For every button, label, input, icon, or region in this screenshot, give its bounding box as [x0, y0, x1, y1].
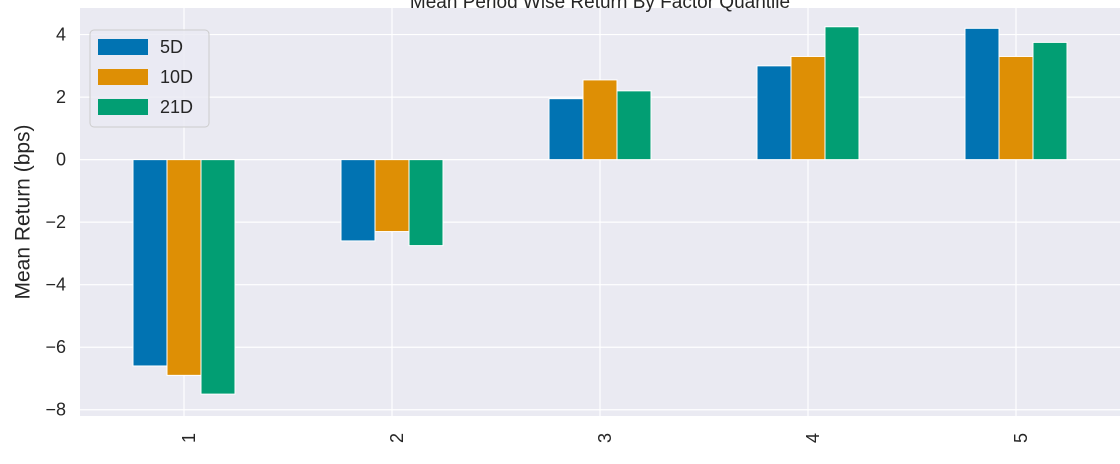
bar-5d-q5 [964, 27, 1000, 161]
y-tick-label: 4 [56, 25, 66, 45]
legend-swatch-21d [98, 99, 148, 115]
x-axis-ticks: 1 2 3 4 5 [179, 433, 1031, 443]
legend-swatch-10d [98, 69, 148, 85]
y-tick-label: −8 [45, 400, 66, 420]
y-tick-label: −6 [45, 337, 66, 357]
bar-21d-q4 [824, 26, 860, 161]
legend: 5D 10D 21D [89, 29, 210, 128]
y-tick-label: 0 [56, 150, 66, 170]
legend-items: 5D 10D 21D [98, 37, 193, 117]
legend-label-5d: 5D [160, 37, 183, 57]
chart-title: Mean Period Wise Return By Factor Quanti… [410, 0, 790, 13]
y-tick-label: −2 [45, 212, 66, 232]
bar-21d-q5 [1032, 41, 1068, 161]
x-tick-label: 3 [595, 433, 615, 443]
legend-label-10d: 10D [160, 67, 193, 87]
bar-5d-q3 [548, 98, 584, 161]
y-axis-ticks: −8 −6 −4 −2 0 2 4 [45, 25, 66, 420]
y-axis-label: Mean Return (bps) [12, 124, 35, 299]
x-tick-label: 4 [803, 433, 823, 443]
bar-5d-q1 [132, 159, 168, 367]
legend-swatch-5d [98, 39, 148, 55]
y-tick-label: −4 [45, 275, 66, 295]
bar-group [132, 26, 1068, 395]
bar-21d-q2 [408, 159, 444, 247]
bar-21d-q1 [200, 159, 236, 395]
x-tick-label: 1 [179, 433, 199, 443]
x-tick-label: 5 [1011, 433, 1031, 443]
bar-5d-q2 [340, 159, 376, 242]
y-tick-label: 2 [56, 87, 66, 107]
legend-label-21d: 21D [160, 97, 193, 117]
bar-10d-q5 [998, 55, 1034, 161]
bar-10d-q3 [582, 79, 618, 161]
bar-21d-q3 [616, 90, 652, 161]
bar-10d-q2 [374, 159, 410, 233]
bar-10d-q4 [790, 55, 826, 161]
bar-10d-q1 [166, 159, 202, 376]
x-tick-label: 2 [387, 433, 407, 443]
bar-5d-q4 [756, 65, 792, 161]
